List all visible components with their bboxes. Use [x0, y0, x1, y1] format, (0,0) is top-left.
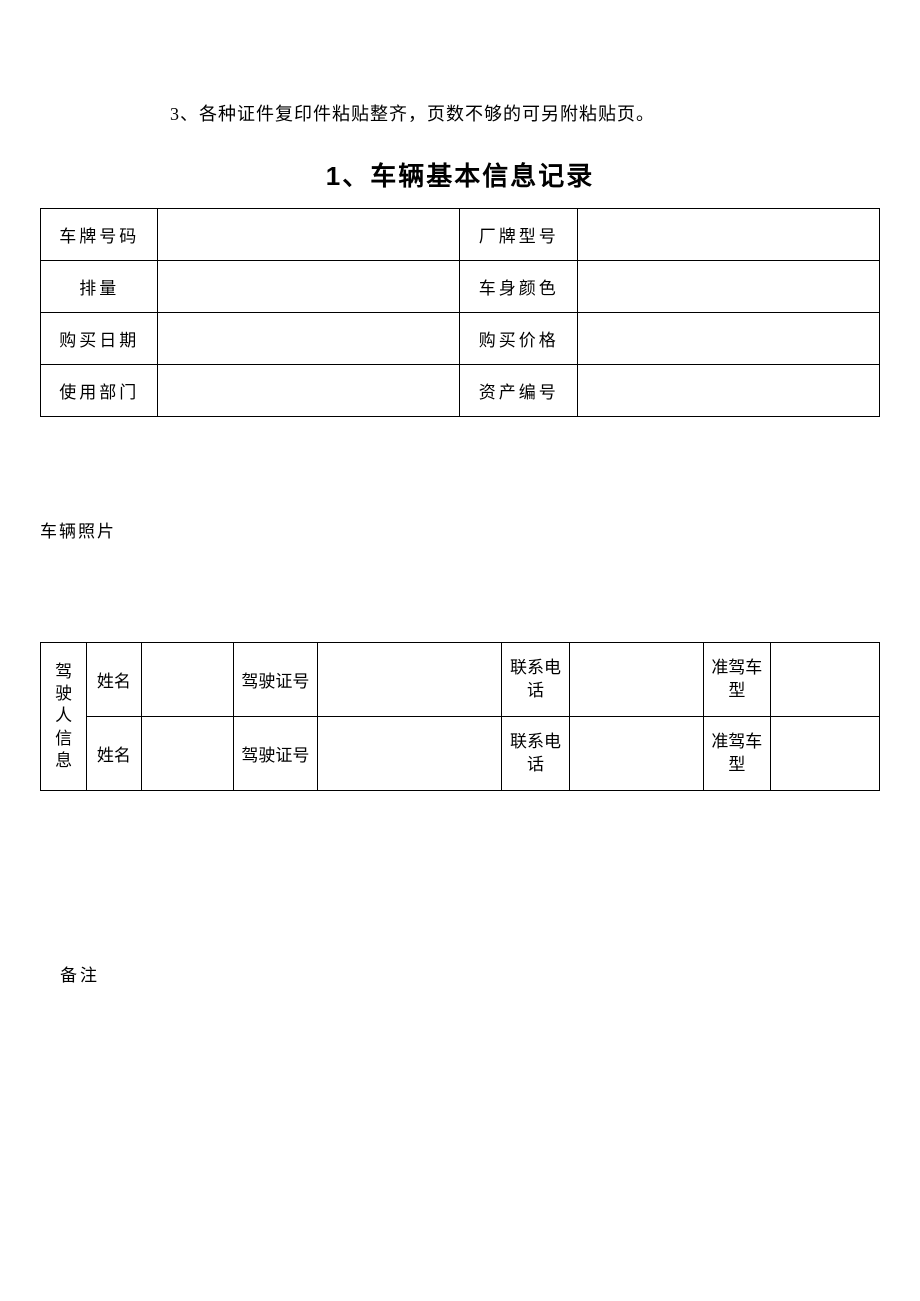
- cell-label: 排量: [41, 261, 158, 313]
- driver-info-table: 驾驶人信息 姓名 驾驶证号 联系电话 准驾车型 姓名 驾驶证号 联系电话 准驾车…: [40, 642, 880, 791]
- table-row: 驾驶人信息 姓名 驾驶证号 联系电话 准驾车型: [41, 643, 880, 717]
- cell-value: [158, 209, 460, 261]
- table-row: 姓名 驾驶证号 联系电话 准驾车型: [41, 717, 880, 791]
- cell-label: 购买价格: [460, 313, 577, 365]
- table-row: 排量 车身颜色: [41, 261, 880, 313]
- cell-label: 姓名: [87, 643, 142, 717]
- cell-value: [770, 643, 879, 717]
- cell-label: 联系电话: [502, 643, 569, 717]
- cell-label: 准驾车型: [703, 643, 770, 717]
- cell-value: [577, 209, 879, 261]
- cell-label: 资产编号: [460, 365, 577, 417]
- cell-value: [577, 261, 879, 313]
- cell-label: 厂牌型号: [460, 209, 577, 261]
- vehicle-photo-label: 车辆照片: [40, 517, 880, 542]
- cell-value: [158, 365, 460, 417]
- cell-value: [141, 643, 233, 717]
- note-text: 3、各种证件复印件粘贴整齐，页数不够的可另附粘贴页。: [170, 100, 880, 126]
- cell-value: [158, 313, 460, 365]
- cell-value: [317, 717, 502, 791]
- cell-value: [577, 365, 879, 417]
- cell-label: 车牌号码: [41, 209, 158, 261]
- cell-value: [569, 717, 703, 791]
- cell-label: 准驾车型: [703, 717, 770, 791]
- cell-label: 驾驶证号: [233, 717, 317, 791]
- document-page: 3、各种证件复印件粘贴整齐，页数不够的可另附粘贴页。 1、车辆基本信息记录 车牌…: [0, 0, 920, 1026]
- section-heading: 1、车辆基本信息记录: [40, 156, 880, 193]
- table-row: 使用部门 资产编号: [41, 365, 880, 417]
- vehicle-info-table: 车牌号码 厂牌型号 排量 车身颜色 购买日期 购买价格 使用部门 资产编号: [40, 208, 880, 417]
- cell-label: 车身颜色: [460, 261, 577, 313]
- table-row: 车牌号码 厂牌型号: [41, 209, 880, 261]
- cell-label: 购买日期: [41, 313, 158, 365]
- cell-value: [770, 717, 879, 791]
- cell-value: [569, 643, 703, 717]
- cell-value: [317, 643, 502, 717]
- cell-value: [158, 261, 460, 313]
- cell-label: 驾驶证号: [233, 643, 317, 717]
- cell-label: 联系电话: [502, 717, 569, 791]
- cell-value: [577, 313, 879, 365]
- cell-label: 姓名: [87, 717, 142, 791]
- cell-label: 使用部门: [41, 365, 158, 417]
- cell-value: [141, 717, 233, 791]
- table-row: 购买日期 购买价格: [41, 313, 880, 365]
- remarks-label: 备注: [60, 961, 880, 986]
- driver-header-cell: 驾驶人信息: [41, 643, 87, 791]
